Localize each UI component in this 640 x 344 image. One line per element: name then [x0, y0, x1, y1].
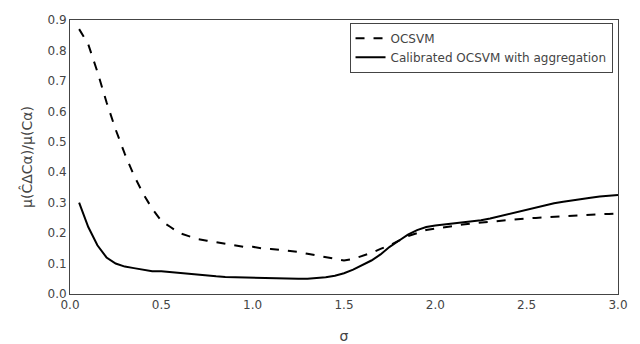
svg-text:0.2: 0.2	[48, 226, 67, 240]
svg-text:0.8: 0.8	[48, 44, 67, 58]
svg-text:3.0: 3.0	[608, 298, 627, 312]
svg-text:0.9: 0.9	[48, 13, 67, 27]
svg-text:0.5: 0.5	[152, 298, 171, 312]
svg-text:0.0: 0.0	[48, 287, 67, 301]
svg-text:Calibrated OCSVM with aggregat: Calibrated OCSVM with aggregation	[391, 51, 607, 65]
svg-text:1.5: 1.5	[334, 298, 353, 312]
svg-text:0.0: 0.0	[60, 298, 79, 312]
svg-text:0.3: 0.3	[48, 196, 67, 210]
svg-text:0.1: 0.1	[48, 257, 67, 271]
svg-text:0.5: 0.5	[48, 135, 67, 149]
svg-text:1.0: 1.0	[243, 298, 262, 312]
svg-text:2.5: 2.5	[517, 298, 536, 312]
svg-text:0.6: 0.6	[48, 105, 67, 119]
svg-text:2.0: 2.0	[426, 298, 445, 312]
svg-text:σ: σ	[340, 328, 349, 344]
svg-text:0.4: 0.4	[48, 165, 67, 179]
svg-text:OCSVM: OCSVM	[391, 32, 435, 46]
svg-text:0.7: 0.7	[48, 74, 67, 88]
svg-text:μ(ĈΔCα)/μ(Cα): μ(ĈΔCα)/μ(Cα)	[18, 106, 35, 208]
